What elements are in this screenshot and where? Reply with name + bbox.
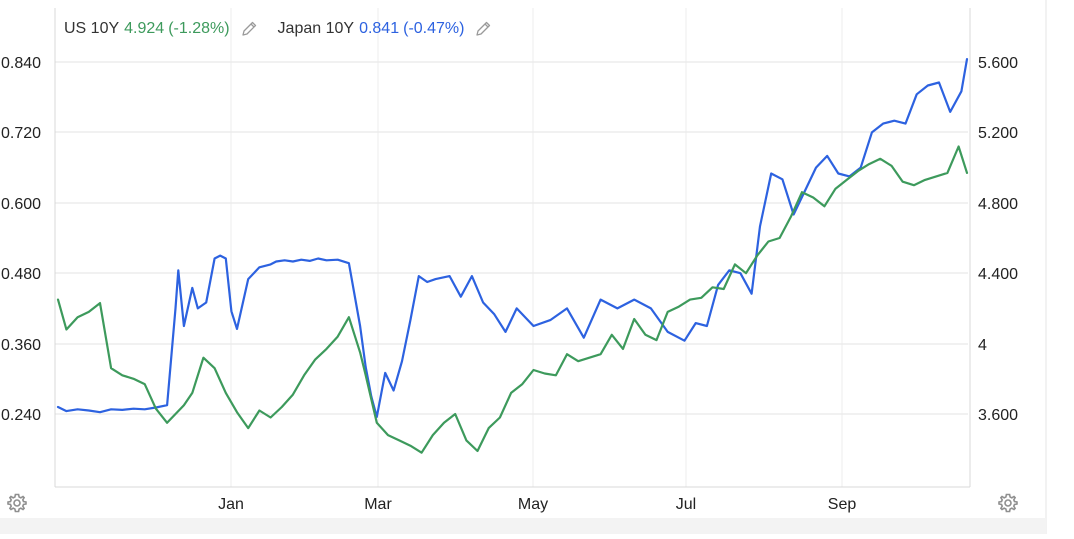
legend-us-change: (-1.28%) (168, 20, 230, 37)
y-right-tick-label: 5.200 (978, 125, 1018, 142)
y-left-tick-label: 0.480 (1, 266, 41, 283)
grid-lines (55, 8, 968, 487)
y-right-tick-label: 4.400 (978, 266, 1018, 283)
legend-japan-value: 0.841 (359, 20, 400, 37)
x-tick-label: Mar (364, 496, 392, 513)
x-tick-label: Jul (676, 496, 696, 513)
x-tick-label: Sep (828, 496, 857, 513)
x-tick-label: May (518, 496, 548, 513)
y-left-tick-label: 0.600 (1, 196, 41, 213)
legend-japan-change: (-0.47%) (403, 20, 465, 37)
bottom-strip (0, 518, 1046, 534)
legend-us-name: US 10Y (64, 20, 120, 37)
pencil-icon[interactable] (474, 20, 492, 38)
y-left-tick-label: 0.240 (1, 407, 41, 424)
series-line-us-10y (56, 145, 969, 454)
y-left-tick-label: 0.360 (1, 337, 41, 354)
y-left-tick-label: 0.720 (1, 125, 41, 142)
y-right-tick-label: 4 (978, 337, 987, 354)
axes: 0.840 0.720 0.600 0.480 0.360 0.240 5.600 5.200… (1, 0, 1047, 534)
pencil-icon[interactable] (240, 20, 258, 38)
legend: US 10Y 4.924 (-1.28%) Japan 10Y 0.841 (-… (64, 16, 512, 42)
y-left-tick-label: 0.840 (1, 55, 41, 72)
legend-us-value: 4.924 (124, 20, 165, 37)
gear-icon[interactable] (997, 492, 1019, 514)
y-right-tick-label: 4.800 (978, 196, 1018, 213)
legend-japan-name: Japan 10Y (277, 20, 355, 37)
gear-icon[interactable] (6, 492, 28, 514)
y-right-tick-label: 3.600 (978, 407, 1018, 424)
y-right-tick-label: 5.600 (978, 55, 1018, 72)
series-line-japan-10y (56, 57, 969, 418)
series-lines (56, 57, 969, 454)
x-tick-label: Jan (218, 496, 244, 513)
